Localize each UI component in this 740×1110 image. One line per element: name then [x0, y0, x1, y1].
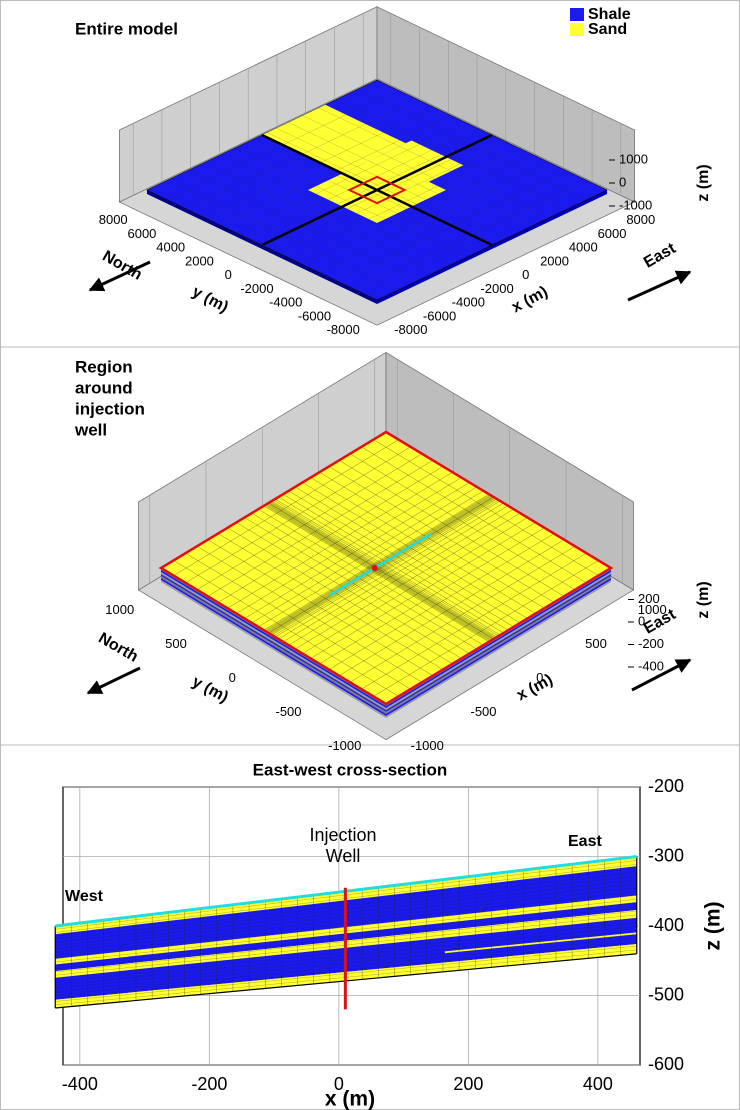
annotation: West [65, 888, 104, 905]
y-tick-label: -400 [648, 915, 684, 935]
x-tick-label: 4000 [569, 240, 598, 255]
x-tick-label: -2000 [480, 281, 513, 296]
legend-label: Sand [588, 21, 627, 38]
y-tick-label: -2000 [240, 281, 273, 296]
y-axis-label: y (m) [189, 673, 231, 706]
x-tick-label: -6000 [423, 308, 456, 323]
x-axis-label: x (m) [514, 671, 556, 704]
chart-title: well [74, 420, 107, 439]
direction-label: North [95, 630, 140, 666]
chart-title: around [75, 378, 133, 397]
y-tick-label: 8000 [99, 212, 128, 227]
y-tick-label: -4000 [269, 295, 302, 310]
well-label: Injection [309, 825, 376, 845]
x-tick-label: -500 [470, 704, 496, 719]
figure: -8000-6000-4000-200002000400060008000-80… [0, 0, 740, 1110]
y-tick-label: 2000 [185, 253, 214, 268]
chart-title: East-west cross-section [253, 760, 448, 779]
y-tick-label: -500 [648, 984, 684, 1004]
legend-swatch [570, 8, 584, 21]
well-label: Well [326, 846, 361, 866]
z-tick-label: 200 [638, 591, 660, 606]
y-axis-label: y (m) [189, 283, 231, 316]
z-tick-label: -400 [638, 658, 664, 673]
x-tick-label: 500 [585, 636, 607, 651]
x-tick-label: -400 [62, 1074, 98, 1094]
x-tick-label: -200 [191, 1074, 227, 1094]
x-tick-label: -4000 [452, 295, 485, 310]
y-tick-label: 6000 [127, 226, 156, 241]
y-tick-label: 4000 [156, 240, 185, 255]
chart-title: injection [75, 399, 145, 418]
direction-label: North [99, 248, 144, 284]
y-tick-label: -500 [275, 704, 301, 719]
z-tick-label: -200 [638, 636, 664, 651]
chart-title: Entire model [75, 19, 178, 38]
y-tick-label: -300 [648, 845, 684, 865]
z-tick-label: 1000 [619, 151, 648, 166]
direction-label: East [641, 240, 679, 272]
x-tick-label: 6000 [598, 226, 627, 241]
annotation: East [568, 833, 602, 850]
z-axis-label: z (m) [695, 581, 712, 618]
chart-title: Region [75, 357, 133, 376]
direction-arrow [628, 272, 690, 300]
x-tick-label: 2000 [540, 253, 569, 268]
y-tick-label: 500 [165, 636, 187, 651]
y-tick-label: -8000 [327, 322, 360, 337]
x-tick-label: 8000 [626, 212, 655, 227]
direction-arrow [88, 668, 140, 693]
y-tick-label: 0 [225, 267, 232, 282]
y-tick-label: 0 [229, 670, 236, 685]
x-axis-label: x (m) [325, 1088, 375, 1110]
x-tick-label: 400 [583, 1074, 613, 1094]
x-tick-label: 200 [453, 1074, 483, 1094]
z-tick-label: 0 [619, 174, 626, 189]
x-tick-label: -8000 [394, 322, 427, 337]
y-axis-label: z (m) [702, 902, 725, 951]
y-tick-label: -600 [648, 1054, 684, 1074]
legend-swatch [570, 23, 584, 36]
z-tick-label: -1000 [619, 197, 652, 212]
y-tick-label: -200 [648, 776, 684, 796]
x-axis-label: x (m) [509, 283, 551, 316]
well-point [372, 565, 378, 571]
z-axis-label: z (m) [695, 164, 712, 201]
y-tick-label: -1000 [328, 738, 361, 753]
y-tick-label: 1000 [105, 602, 134, 617]
x-tick-label: -1000 [411, 738, 444, 753]
x-tick-label: 0 [522, 267, 529, 282]
y-tick-label: -6000 [298, 308, 331, 323]
